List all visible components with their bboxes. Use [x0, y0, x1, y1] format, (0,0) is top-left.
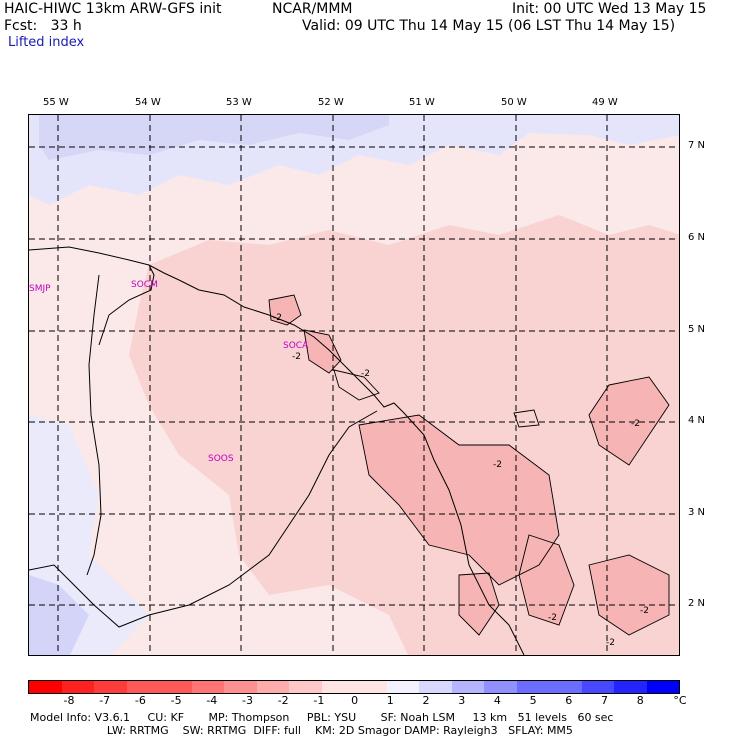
colorbar-swatch — [126, 681, 159, 693]
lon-label-49w: 49 W — [592, 97, 618, 108]
station-socm: SOCM — [131, 280, 158, 290]
colorbar-tick-label: 5 — [529, 694, 537, 707]
contour-label: -2 — [548, 613, 557, 623]
lat-label-3n: 3 N — [688, 507, 706, 518]
station-soca: SOCA — [283, 341, 309, 351]
colorbar-tick-label: 2 — [422, 694, 430, 707]
contour-lines — [268, 294, 670, 636]
colorbar-tick-label: 8 — [636, 694, 644, 707]
colorbar-tick-label: 3 — [458, 694, 466, 707]
colorbar-swatch — [516, 681, 549, 693]
model-info-line2: LW: RRTMG SW: RRTMG DIFF: full KM: 2D Sm… — [30, 724, 573, 737]
colorbar-tick-label: -2 — [277, 694, 289, 707]
colorbar-tick-label: -1 — [313, 694, 325, 707]
colorbar-swatch — [646, 681, 679, 693]
unstable-patch-5 — [269, 295, 301, 325]
colorbar-swatch — [61, 681, 94, 693]
station-smjp: SMJP — [29, 284, 51, 294]
unstable-patch-3 — [519, 535, 574, 625]
lat-label-2n: 2 N — [688, 598, 706, 609]
colorbar-tick-label: -3 — [242, 694, 253, 707]
colorbar-tick-label: -7 — [99, 694, 111, 707]
colorbar-tick-label: -8 — [63, 694, 75, 707]
coastline — [29, 246, 525, 655]
unstable-patch-4 — [589, 555, 669, 635]
contour-label: -2 — [640, 606, 649, 616]
colorbar-swatch — [191, 681, 224, 693]
lon-label-51w: 51 W — [409, 97, 435, 108]
init-time: Init: 00 UTC Wed 13 May 15 — [512, 1, 707, 17]
forecast-hour: Fcst: 33 h — [4, 18, 82, 34]
colorbar-swatch — [614, 681, 647, 693]
colorbar-tick-label: 6 — [565, 694, 573, 707]
colorbar-swatch — [29, 681, 62, 693]
map-canvas — [29, 115, 679, 655]
colorbar-tick-label: 1 — [386, 694, 394, 707]
colorbar-tick-label: 7 — [601, 694, 608, 707]
lon-label-54w: 54 W — [135, 97, 161, 108]
lat-label-6n: 6 N — [688, 232, 706, 243]
contour-label: -2 — [273, 313, 282, 323]
colorbar-swatch — [484, 681, 517, 693]
colorbar-swatch — [224, 681, 257, 693]
lon-label-53w: 53 W — [226, 97, 252, 108]
map-panel — [28, 114, 680, 656]
valid-time: Valid: 09 UTC Thu 14 May 15 (06 LST Thu … — [302, 18, 676, 34]
lat-label-7n: 7 N — [688, 140, 706, 151]
colorbar-swatch — [94, 681, 127, 693]
colorbar — [28, 680, 680, 694]
contour-label: -2 — [292, 352, 301, 362]
colorbar-swatch — [321, 681, 354, 693]
colorbar-unit: °C — [673, 694, 687, 707]
lon-label-50w: 50 W — [501, 97, 527, 108]
colorbar-swatch — [256, 681, 289, 693]
colorbar-swatch — [354, 681, 387, 693]
colorbar-swatch — [451, 681, 484, 693]
model-title: HAIC-HIWC 13km ARW-GFS init — [4, 1, 222, 17]
lat-label-4n: 4 N — [688, 415, 706, 426]
colorbar-tick-label: -6 — [134, 694, 146, 707]
org-label: NCAR/MMM — [272, 1, 353, 17]
blue-region-southwest-dark — [29, 575, 89, 655]
colorbar-tick-label: -4 — [206, 694, 218, 707]
lat-label-5n: 5 N — [688, 324, 706, 335]
contour-label: -2 — [493, 460, 502, 470]
model-info-line1: Model Info: V3.6.1 CU: KF MP: Thompson P… — [30, 711, 614, 724]
colorbar-tick-label: -5 — [170, 694, 182, 707]
colorbar-swatch — [386, 681, 419, 693]
graticule — [29, 115, 679, 655]
colorbar-swatch — [581, 681, 614, 693]
contour-label: -2 — [361, 369, 370, 379]
lon-label-52w: 52 W — [318, 97, 344, 108]
lon-label-55w: 55 W — [43, 97, 69, 108]
colorbar-swatch — [549, 681, 582, 693]
station-soos: SOOS — [208, 454, 234, 464]
colorbar-swatch — [159, 681, 192, 693]
contour-label: -2 — [631, 419, 640, 429]
unstable-patch-1 — [359, 415, 559, 585]
colorbar-tick-label: 0 — [351, 694, 359, 707]
colorbar-tick-label: 4 — [493, 694, 501, 707]
colorbar-swatch — [419, 681, 452, 693]
colorbar-swatch — [289, 681, 322, 693]
blue-region-north-dark — [39, 115, 389, 160]
field-name: Lifted index — [8, 35, 85, 50]
unstable-patch-2 — [589, 377, 669, 465]
contour-label: -2 — [606, 638, 615, 648]
